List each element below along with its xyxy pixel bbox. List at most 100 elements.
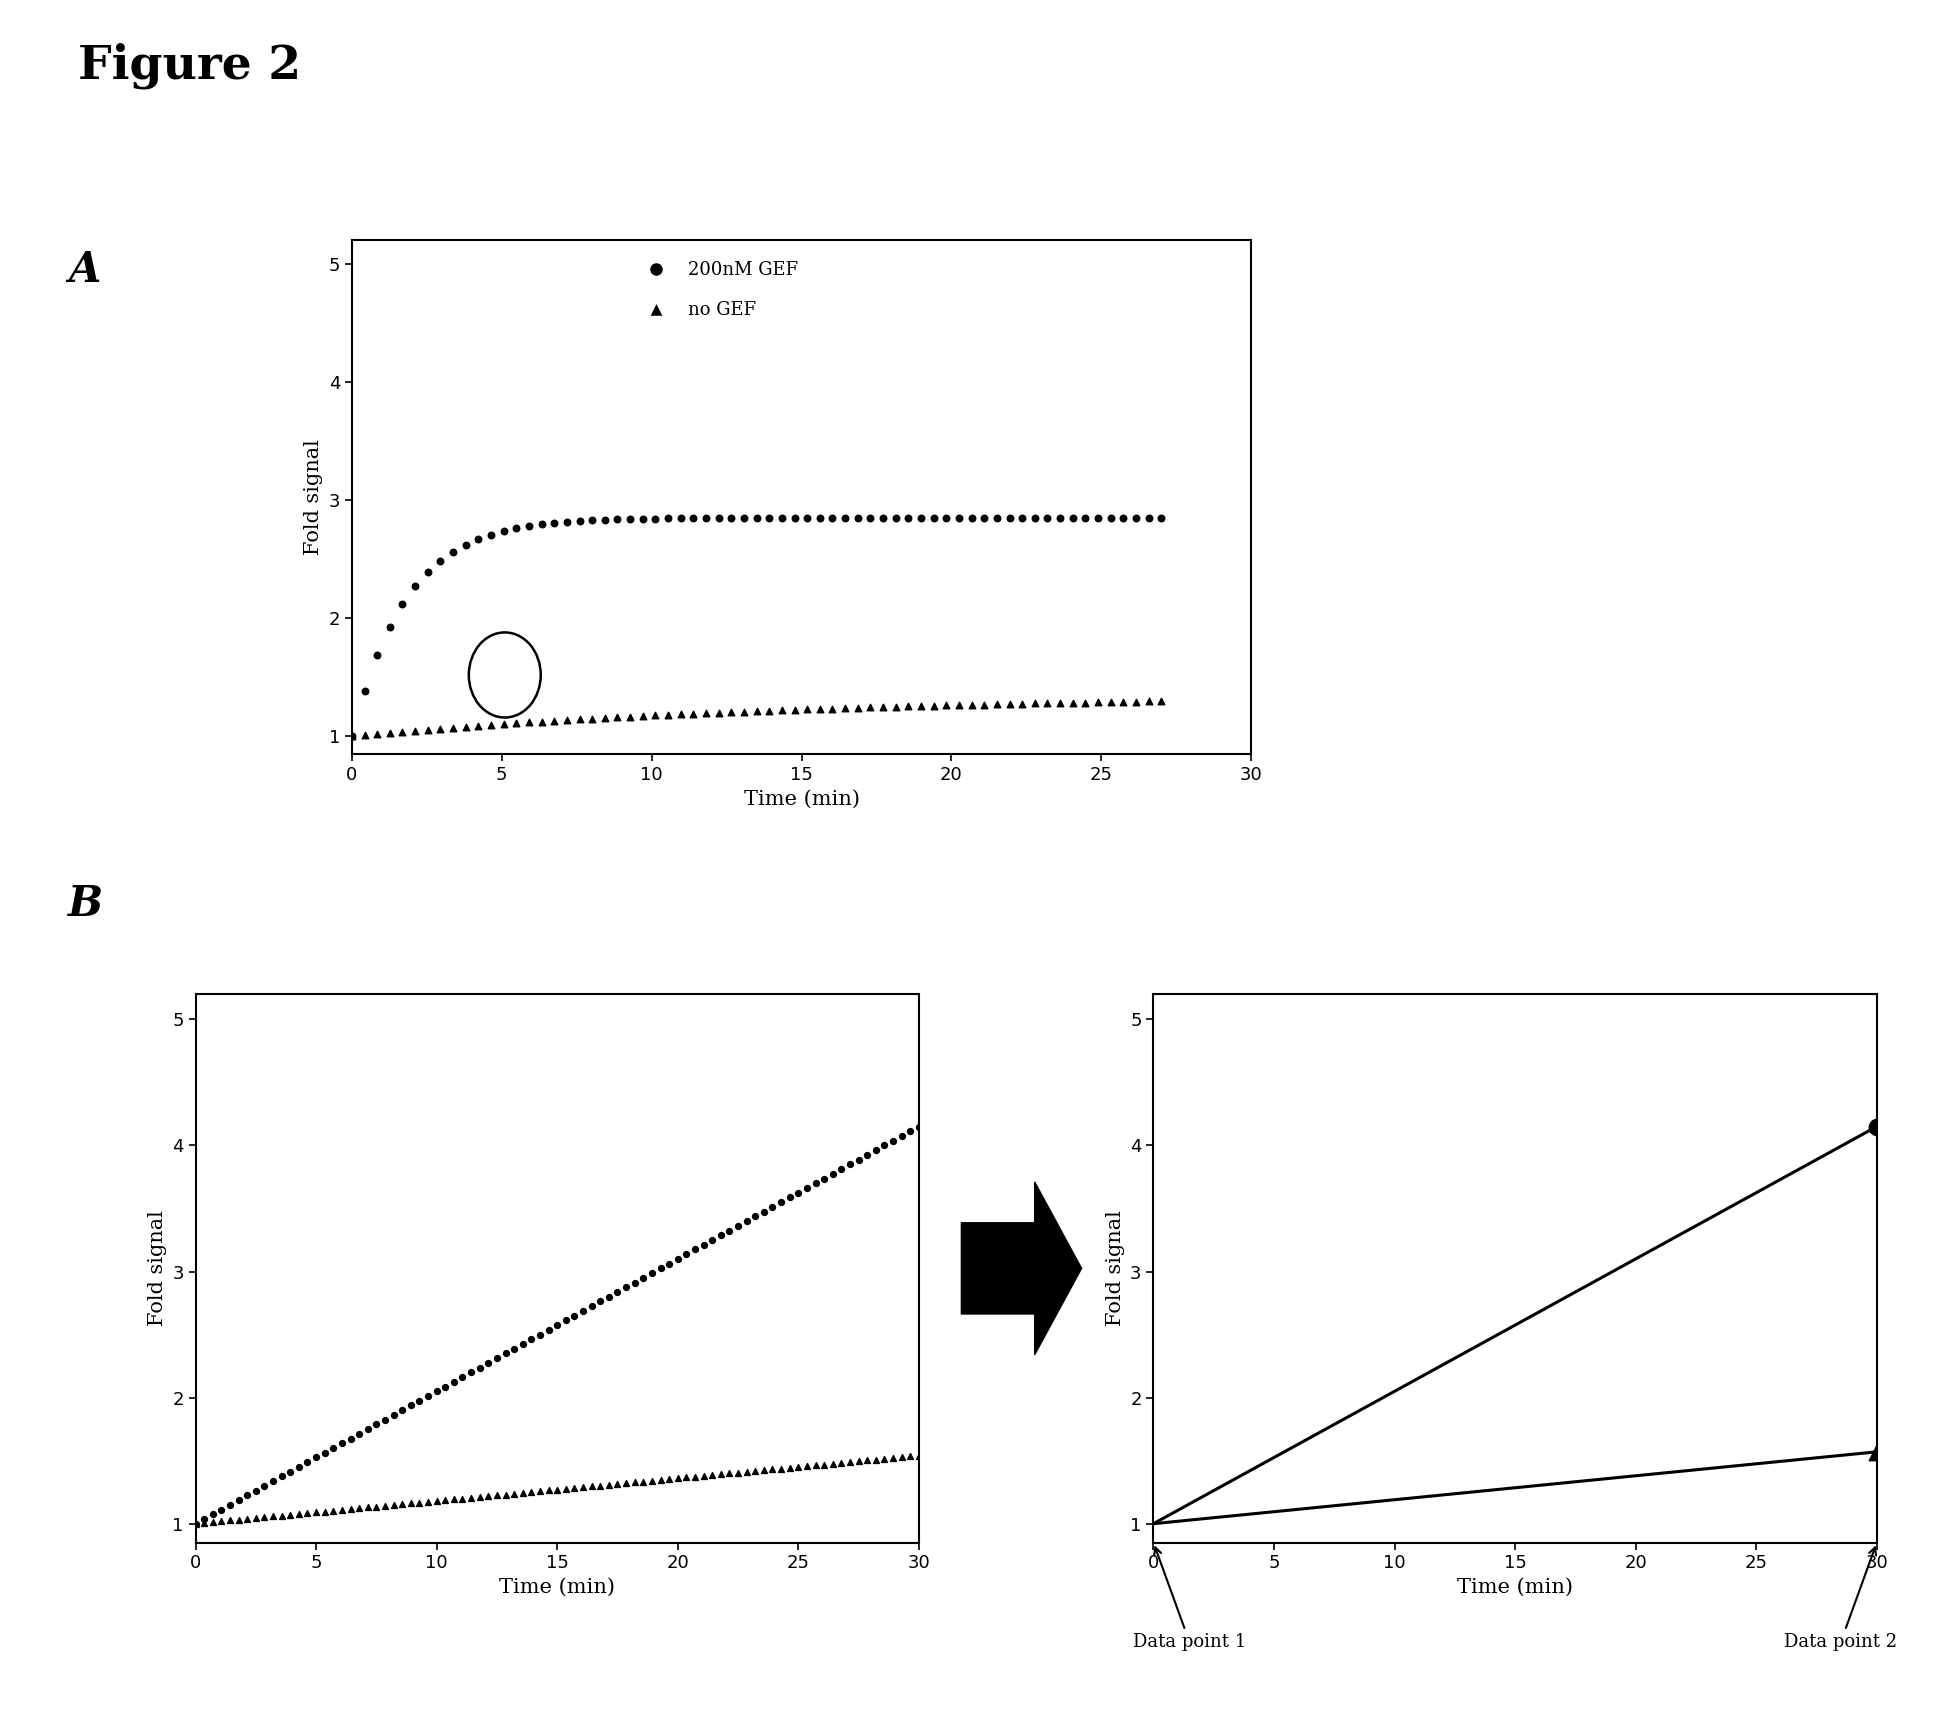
Point — [352, 1495, 383, 1522]
Point — [778, 504, 809, 531]
Point — [706, 1222, 737, 1250]
Point — [614, 506, 645, 533]
Point — [491, 1481, 522, 1508]
Point — [1120, 504, 1151, 531]
Point — [610, 1274, 641, 1301]
Point — [880, 692, 911, 720]
Point — [809, 1450, 841, 1477]
FancyArrow shape — [962, 1183, 1081, 1354]
Point — [514, 708, 545, 735]
Point — [620, 1469, 651, 1496]
Point — [301, 1498, 332, 1525]
Point — [620, 1268, 651, 1296]
Point — [258, 1503, 289, 1531]
Point — [671, 1464, 702, 1491]
Point — [369, 1405, 401, 1433]
Point — [524, 1321, 555, 1349]
Point — [931, 692, 962, 720]
Point — [475, 711, 506, 739]
Point — [336, 723, 368, 751]
Point — [852, 1142, 884, 1169]
Point — [438, 715, 469, 742]
Point — [766, 696, 798, 723]
Point — [1032, 504, 1064, 531]
X-axis label: Time (min): Time (min) — [499, 1579, 616, 1597]
Point — [688, 1462, 719, 1489]
Point — [868, 1445, 899, 1472]
Point — [481, 1481, 512, 1508]
Y-axis label: Fold signal: Fold signal — [305, 439, 323, 555]
Point — [843, 1448, 874, 1476]
Point — [729, 698, 760, 725]
Point — [1146, 687, 1177, 715]
Point — [534, 1477, 565, 1505]
Point — [248, 1472, 280, 1500]
Point — [438, 538, 469, 566]
Point — [704, 504, 735, 531]
Point — [450, 713, 481, 740]
Legend: 200nM GEF, no GEF: 200nM GEF, no GEF — [631, 254, 805, 326]
Point — [628, 506, 659, 533]
Point — [585, 1472, 616, 1500]
Point — [774, 1453, 805, 1481]
Point — [500, 710, 532, 737]
Point — [524, 1477, 555, 1505]
Point — [344, 1421, 375, 1448]
Point — [588, 704, 620, 732]
Point — [188, 1505, 219, 1532]
Point — [577, 1472, 608, 1500]
Point — [868, 1131, 899, 1159]
Point — [373, 614, 405, 641]
Point — [602, 1279, 633, 1306]
Point — [792, 1174, 823, 1202]
Point — [514, 512, 545, 540]
Point — [1083, 689, 1114, 716]
Point — [968, 504, 999, 531]
Point — [430, 1373, 461, 1400]
Point — [665, 701, 696, 728]
Point — [456, 1359, 487, 1387]
Point — [731, 1207, 762, 1234]
Point — [360, 1493, 391, 1520]
Point — [438, 1368, 469, 1395]
Point — [880, 504, 911, 531]
Point — [274, 1501, 305, 1529]
Point — [291, 1500, 323, 1527]
Point — [852, 1447, 884, 1474]
Point — [577, 1292, 608, 1320]
Point — [540, 509, 571, 536]
Point — [721, 1459, 753, 1486]
Point — [782, 1453, 813, 1481]
Point — [473, 1349, 504, 1376]
Point — [731, 1459, 762, 1486]
Point — [1007, 504, 1038, 531]
Point — [778, 696, 809, 723]
Point — [542, 1476, 573, 1503]
Point — [817, 1160, 848, 1188]
X-axis label: Time (min): Time (min) — [743, 790, 860, 809]
Point — [678, 504, 710, 531]
Point — [804, 696, 835, 723]
Point — [635, 1467, 667, 1495]
Point — [665, 504, 696, 531]
Point — [377, 1402, 409, 1429]
Point — [448, 1484, 479, 1512]
Point — [473, 1483, 504, 1510]
Point — [526, 511, 557, 538]
Text: A: A — [68, 249, 100, 291]
Point — [653, 1465, 684, 1493]
Point — [424, 715, 456, 742]
Point — [817, 1450, 848, 1477]
Point — [291, 1448, 323, 1476]
Point — [1044, 504, 1075, 531]
Point — [500, 514, 532, 542]
Point — [231, 1481, 262, 1508]
Point — [1095, 504, 1126, 531]
Point — [749, 1457, 780, 1484]
Point — [792, 1452, 823, 1479]
Point — [653, 1250, 684, 1277]
Point — [688, 1231, 719, 1258]
Point — [690, 504, 721, 531]
Point — [602, 506, 633, 533]
Point — [1069, 504, 1101, 531]
